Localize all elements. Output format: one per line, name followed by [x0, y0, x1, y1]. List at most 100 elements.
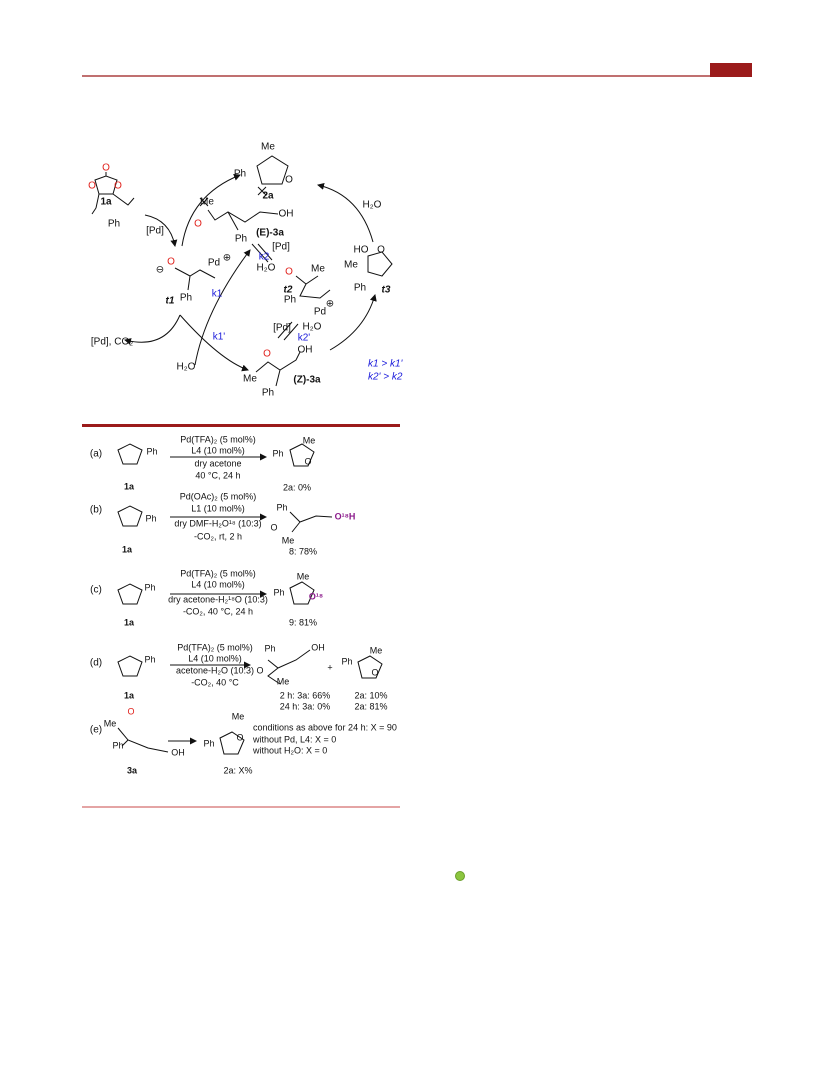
- yield-label: 2a: X%: [223, 765, 252, 775]
- atom-label: Me: [297, 571, 310, 581]
- scheme-drawing: [117, 443, 383, 755]
- condition: without Pd, L4: X = 0: [252, 734, 336, 744]
- reagent-label: [Pd]: [272, 242, 290, 253]
- intermediate-label: t2: [284, 285, 293, 296]
- atom-label: Me: [243, 374, 257, 385]
- scheme-rule: [82, 424, 400, 427]
- panel-label: (b): [90, 505, 102, 516]
- atom-label: OH: [171, 747, 185, 757]
- atom-label: Ph: [180, 293, 192, 304]
- intermediate-label: t3: [382, 285, 391, 296]
- atom-label: Ph: [144, 654, 155, 664]
- reagent-label: H₂O: [257, 263, 276, 274]
- atom-label: Ph: [284, 295, 296, 306]
- atom-label: O: [285, 175, 293, 186]
- rate-label: k2: [259, 252, 270, 263]
- condition: dry DMF-H₂O¹⁸ (10:3): [174, 518, 261, 528]
- charge: ⊖: [156, 265, 164, 276]
- atom-label: Me: [370, 645, 383, 655]
- atom-label: OH: [311, 642, 325, 652]
- intermediate-label: t1: [166, 296, 175, 307]
- atom-label: O: [285, 267, 293, 278]
- atom-label: O: [194, 219, 202, 230]
- atom-label: O: [167, 257, 175, 268]
- atom-label: O: [263, 349, 271, 360]
- yield-label: 2a: 10%: [354, 690, 387, 700]
- atom-label: O: [102, 163, 110, 174]
- atom-label: Pd: [314, 307, 326, 318]
- condition: dry acetone-H₂¹⁸O (10:3): [168, 594, 268, 604]
- condition: Pd(TFA)₂ (5 mol%): [180, 434, 256, 444]
- condition: L4 (10 mol%): [191, 579, 245, 589]
- atom-label: Me: [282, 535, 295, 545]
- atom-label: Me: [277, 676, 290, 686]
- yield-label: 2 h: 3a: 66%: [280, 690, 331, 700]
- condition: acetone-H₂O (10:3): [176, 665, 254, 675]
- charge: ⊕: [326, 299, 334, 310]
- atom-label: O¹⁸H: [335, 511, 356, 521]
- atom-label: Ph: [108, 219, 120, 230]
- atom-label: Ph: [272, 448, 283, 458]
- atom-label: Ph: [273, 587, 284, 597]
- rate-label: k1: [212, 289, 223, 300]
- atom-label: Ph: [276, 502, 287, 512]
- panel-label: (d): [90, 658, 102, 669]
- atom-label: Me: [344, 260, 358, 271]
- atom-label: Me: [303, 435, 316, 445]
- condition: L1 (10 mol%): [191, 503, 245, 513]
- atom-label: Ph: [145, 513, 156, 523]
- condition: L4 (10 mol%): [188, 653, 242, 663]
- atom-label: Me: [311, 264, 325, 275]
- atom-label: Ph: [264, 643, 275, 653]
- condition: -CO₂, 40 °C, 24 h: [183, 606, 253, 616]
- yield-label: 2a: 81%: [354, 701, 387, 711]
- atom-label: Me: [232, 711, 245, 721]
- atom-label: Ph: [203, 738, 214, 748]
- header-block: [710, 63, 752, 77]
- rate-note: k1 > k1': [368, 359, 404, 370]
- atom-label: O: [304, 456, 311, 466]
- yield-label: 2a: 0%: [283, 482, 311, 492]
- atom-label: O: [270, 522, 277, 532]
- atom-label: Ph: [144, 582, 155, 592]
- reagent-label: H₂O: [303, 322, 322, 333]
- atom-label: OH: [279, 209, 294, 220]
- atom-label: O: [88, 181, 96, 192]
- atom-label: O: [236, 732, 243, 742]
- atom-label: HO: [354, 245, 369, 256]
- atom-label: Me: [261, 142, 275, 153]
- atom-label: O: [127, 706, 134, 716]
- atom-label: Ph: [354, 283, 366, 294]
- condition: Pd(TFA)₂ (5 mol%): [177, 642, 253, 652]
- condition: -CO₂, rt, 2 h: [194, 531, 242, 541]
- panel-label: (c): [90, 585, 102, 596]
- compound-label: 1a: [100, 197, 112, 208]
- rate-note: k2' > k2: [368, 372, 403, 383]
- condition: Pd(OAc)₂ (5 mol%): [180, 491, 257, 501]
- reagent-label: H₂O: [363, 200, 382, 211]
- atom-label: Me: [104, 718, 117, 728]
- condition: Pd(TFA)₂ (5 mol%): [180, 568, 256, 578]
- atom-label: Ph: [234, 169, 246, 180]
- compound-label: 1a: [124, 690, 135, 700]
- panel-label: (a): [90, 449, 102, 460]
- rate-label: k2': [298, 333, 311, 344]
- atom-label: Ph: [146, 446, 157, 456]
- condition: -CO₂, 40 °C: [191, 677, 239, 687]
- compound-label: 1a: [124, 481, 135, 491]
- atom-label: Pd: [208, 258, 220, 269]
- panel-label: (e): [90, 725, 102, 736]
- condition: dry acetone: [194, 458, 241, 468]
- yield-label: 24 h: 3a: 0%: [280, 701, 331, 711]
- reagent-label: [Pd]: [146, 226, 164, 237]
- atom-label: O: [377, 245, 385, 256]
- atom-label: Me: [200, 197, 214, 208]
- yield-label: 8: 78%: [289, 546, 317, 556]
- condition: 40 °C, 24 h: [195, 470, 240, 480]
- atom-label: O¹⁸: [309, 591, 323, 601]
- cycle-drawing: [91, 155, 393, 387]
- compound-label: 2a: [262, 191, 274, 202]
- condition: without H₂O: X = 0: [252, 745, 327, 755]
- atom-label: OH: [298, 345, 313, 356]
